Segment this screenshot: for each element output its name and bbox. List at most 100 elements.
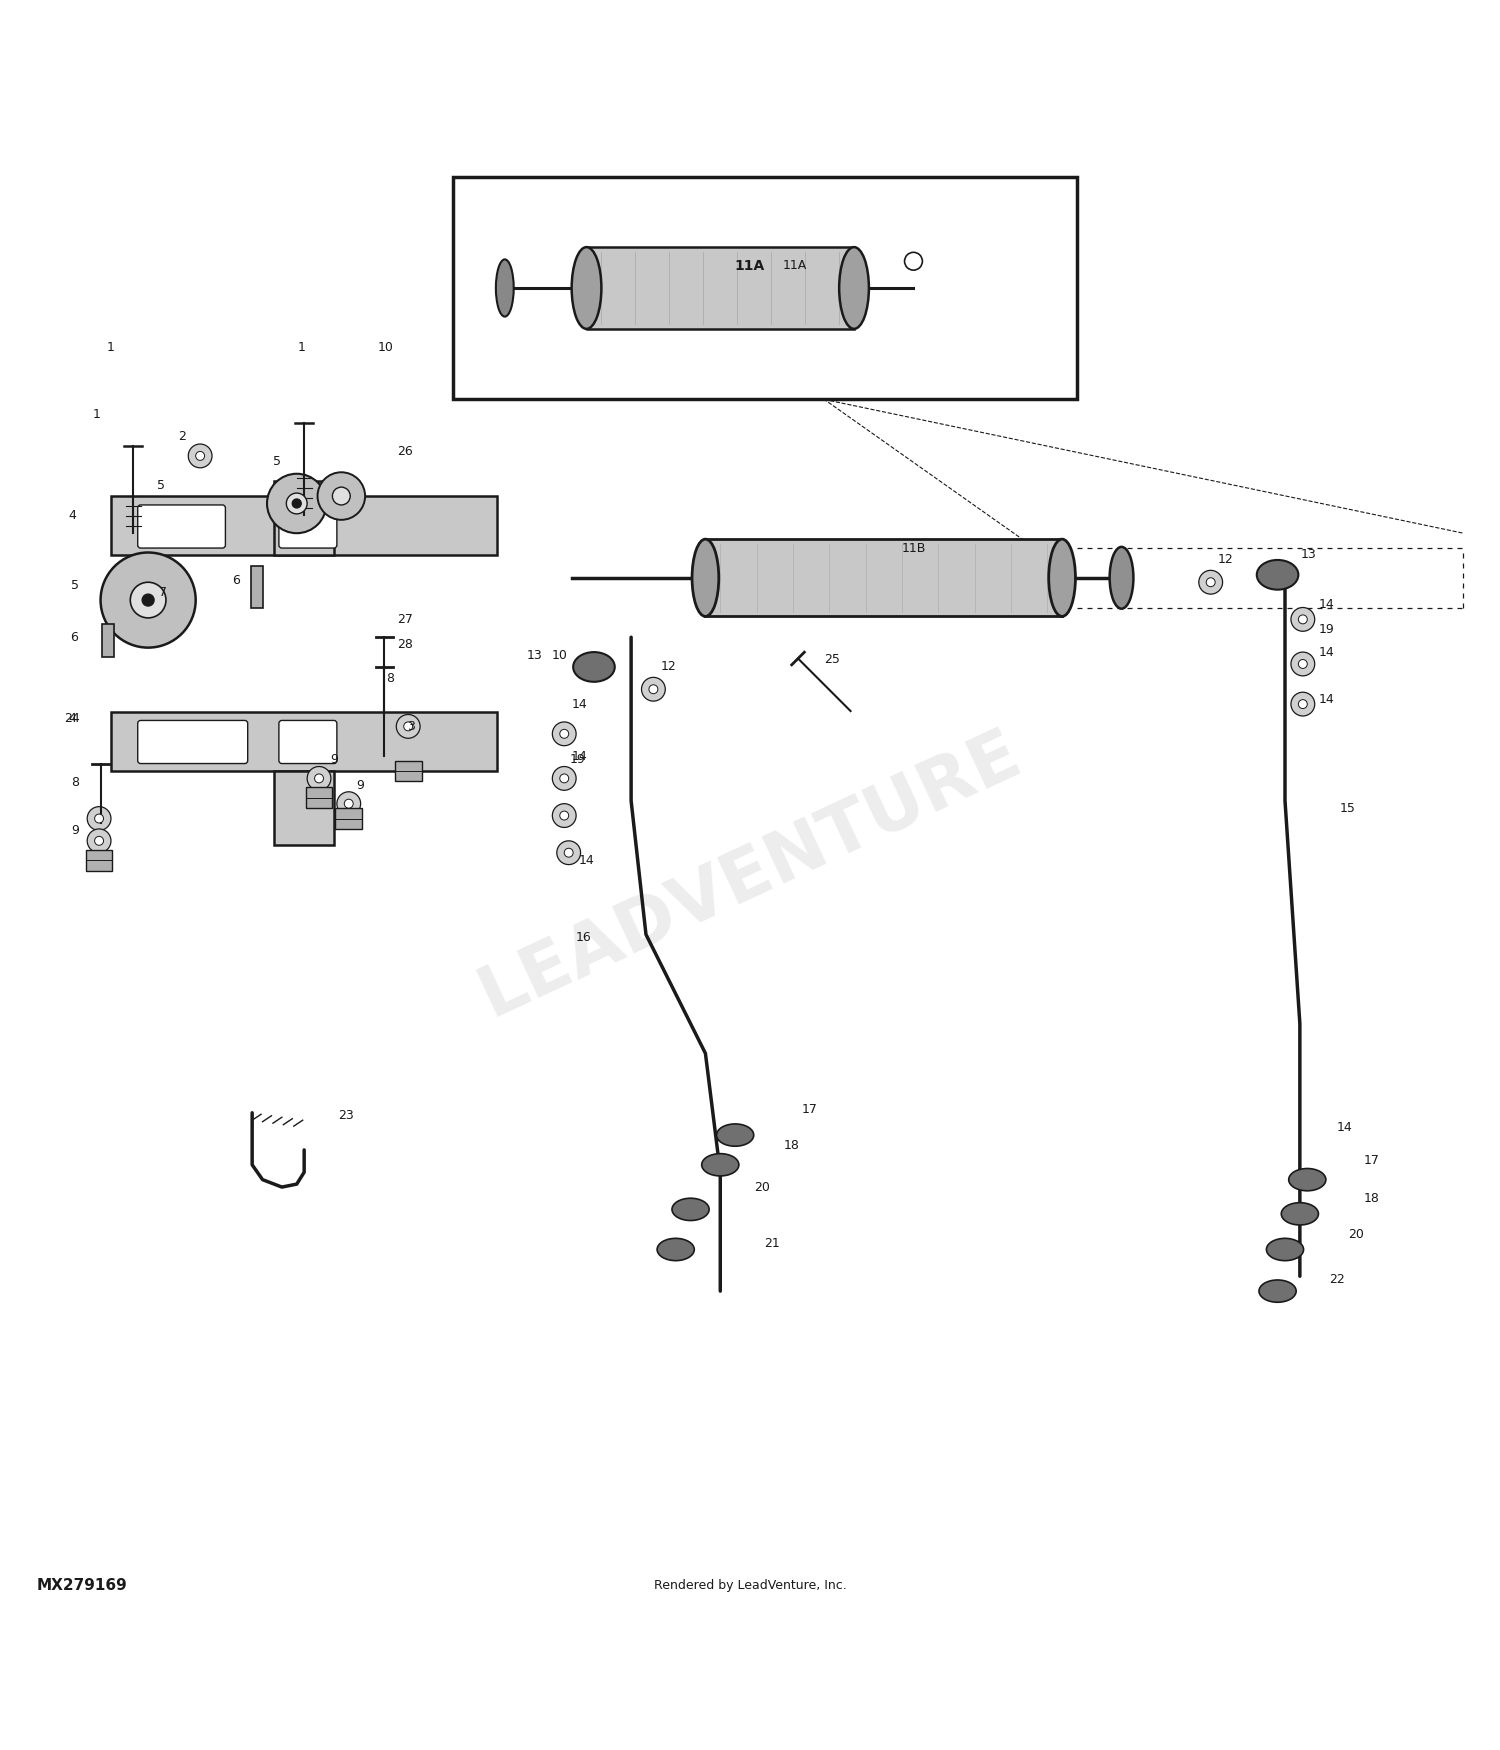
Text: 16: 16 — [576, 931, 591, 943]
Circle shape — [564, 849, 573, 858]
FancyBboxPatch shape — [586, 247, 853, 329]
Ellipse shape — [1266, 1239, 1304, 1260]
Text: 5: 5 — [273, 455, 282, 469]
Circle shape — [642, 677, 666, 702]
Circle shape — [318, 473, 364, 520]
Circle shape — [338, 791, 360, 816]
FancyBboxPatch shape — [306, 788, 333, 808]
Circle shape — [650, 684, 658, 693]
Circle shape — [396, 714, 420, 738]
Circle shape — [560, 810, 568, 821]
FancyBboxPatch shape — [138, 506, 225, 548]
Text: 17: 17 — [1364, 1153, 1378, 1167]
Text: 18: 18 — [1364, 1192, 1378, 1206]
FancyBboxPatch shape — [138, 721, 248, 763]
Circle shape — [560, 730, 568, 738]
Text: 10: 10 — [552, 649, 567, 662]
Text: 13: 13 — [1300, 548, 1317, 560]
Circle shape — [1198, 570, 1222, 595]
Circle shape — [404, 723, 412, 732]
Circle shape — [87, 807, 111, 831]
Text: 5: 5 — [72, 579, 80, 592]
Text: 14: 14 — [572, 749, 586, 763]
Circle shape — [552, 723, 576, 746]
Text: 8: 8 — [387, 672, 394, 686]
FancyBboxPatch shape — [705, 539, 1062, 616]
Text: 12: 12 — [1218, 553, 1233, 567]
Circle shape — [87, 830, 111, 852]
Circle shape — [315, 774, 324, 782]
Text: 14: 14 — [1318, 598, 1335, 611]
Circle shape — [552, 803, 576, 828]
Text: 25: 25 — [824, 653, 840, 667]
Text: 15: 15 — [1340, 802, 1356, 814]
Circle shape — [189, 444, 211, 467]
Text: 4: 4 — [69, 712, 76, 726]
Circle shape — [130, 583, 166, 618]
Ellipse shape — [702, 1153, 740, 1176]
Circle shape — [195, 452, 204, 460]
Text: 14: 14 — [572, 698, 586, 710]
Text: 11B: 11B — [902, 541, 926, 555]
Text: MX279169: MX279169 — [36, 1578, 128, 1592]
Text: 11A: 11A — [735, 259, 765, 273]
Text: 7: 7 — [159, 586, 166, 598]
FancyBboxPatch shape — [279, 506, 338, 548]
Text: 20: 20 — [1348, 1228, 1365, 1241]
Text: 11A: 11A — [783, 259, 807, 273]
Text: 9: 9 — [72, 824, 80, 836]
Text: 23: 23 — [338, 1110, 354, 1122]
Text: 14: 14 — [1318, 646, 1335, 658]
Text: 1: 1 — [297, 341, 304, 354]
Text: 8: 8 — [72, 777, 80, 789]
Text: LEADVENTURE: LEADVENTURE — [468, 719, 1032, 1031]
Text: 2: 2 — [178, 430, 186, 443]
Text: 6: 6 — [232, 574, 240, 588]
Circle shape — [556, 840, 580, 864]
Circle shape — [345, 800, 352, 808]
Circle shape — [142, 593, 154, 605]
Text: 20: 20 — [754, 1181, 770, 1194]
Circle shape — [286, 493, 308, 514]
Circle shape — [1299, 700, 1308, 709]
Ellipse shape — [657, 1239, 694, 1260]
Ellipse shape — [839, 247, 868, 329]
Circle shape — [94, 836, 104, 845]
Text: 10: 10 — [378, 341, 394, 354]
Text: 14: 14 — [579, 854, 594, 866]
Circle shape — [1292, 607, 1314, 632]
Ellipse shape — [572, 247, 602, 329]
Text: 27: 27 — [398, 612, 412, 626]
Text: 1: 1 — [92, 408, 100, 420]
Text: 22: 22 — [1329, 1272, 1346, 1286]
Circle shape — [267, 474, 327, 534]
Text: 13: 13 — [526, 649, 543, 662]
Ellipse shape — [692, 539, 718, 616]
Text: 9: 9 — [357, 779, 364, 793]
Text: 5: 5 — [158, 480, 165, 492]
Circle shape — [292, 499, 302, 507]
FancyBboxPatch shape — [336, 808, 362, 829]
Text: 17: 17 — [801, 1102, 818, 1116]
FancyBboxPatch shape — [111, 712, 498, 772]
Circle shape — [308, 766, 332, 791]
Text: 14: 14 — [1318, 693, 1335, 707]
Ellipse shape — [1258, 1279, 1296, 1302]
Text: 21: 21 — [765, 1237, 780, 1250]
Circle shape — [1299, 660, 1308, 668]
Ellipse shape — [1288, 1169, 1326, 1190]
Text: 12: 12 — [660, 660, 676, 674]
Text: 14: 14 — [1336, 1122, 1353, 1134]
Circle shape — [560, 774, 568, 782]
Ellipse shape — [672, 1199, 710, 1220]
FancyBboxPatch shape — [111, 495, 498, 555]
FancyBboxPatch shape — [394, 761, 422, 780]
Circle shape — [552, 766, 576, 791]
Ellipse shape — [573, 653, 615, 682]
Text: 26: 26 — [398, 444, 412, 458]
Text: 9: 9 — [330, 752, 338, 765]
Text: 18: 18 — [783, 1139, 800, 1152]
Circle shape — [1292, 693, 1314, 716]
FancyBboxPatch shape — [453, 177, 1077, 399]
Text: 4: 4 — [69, 509, 76, 522]
